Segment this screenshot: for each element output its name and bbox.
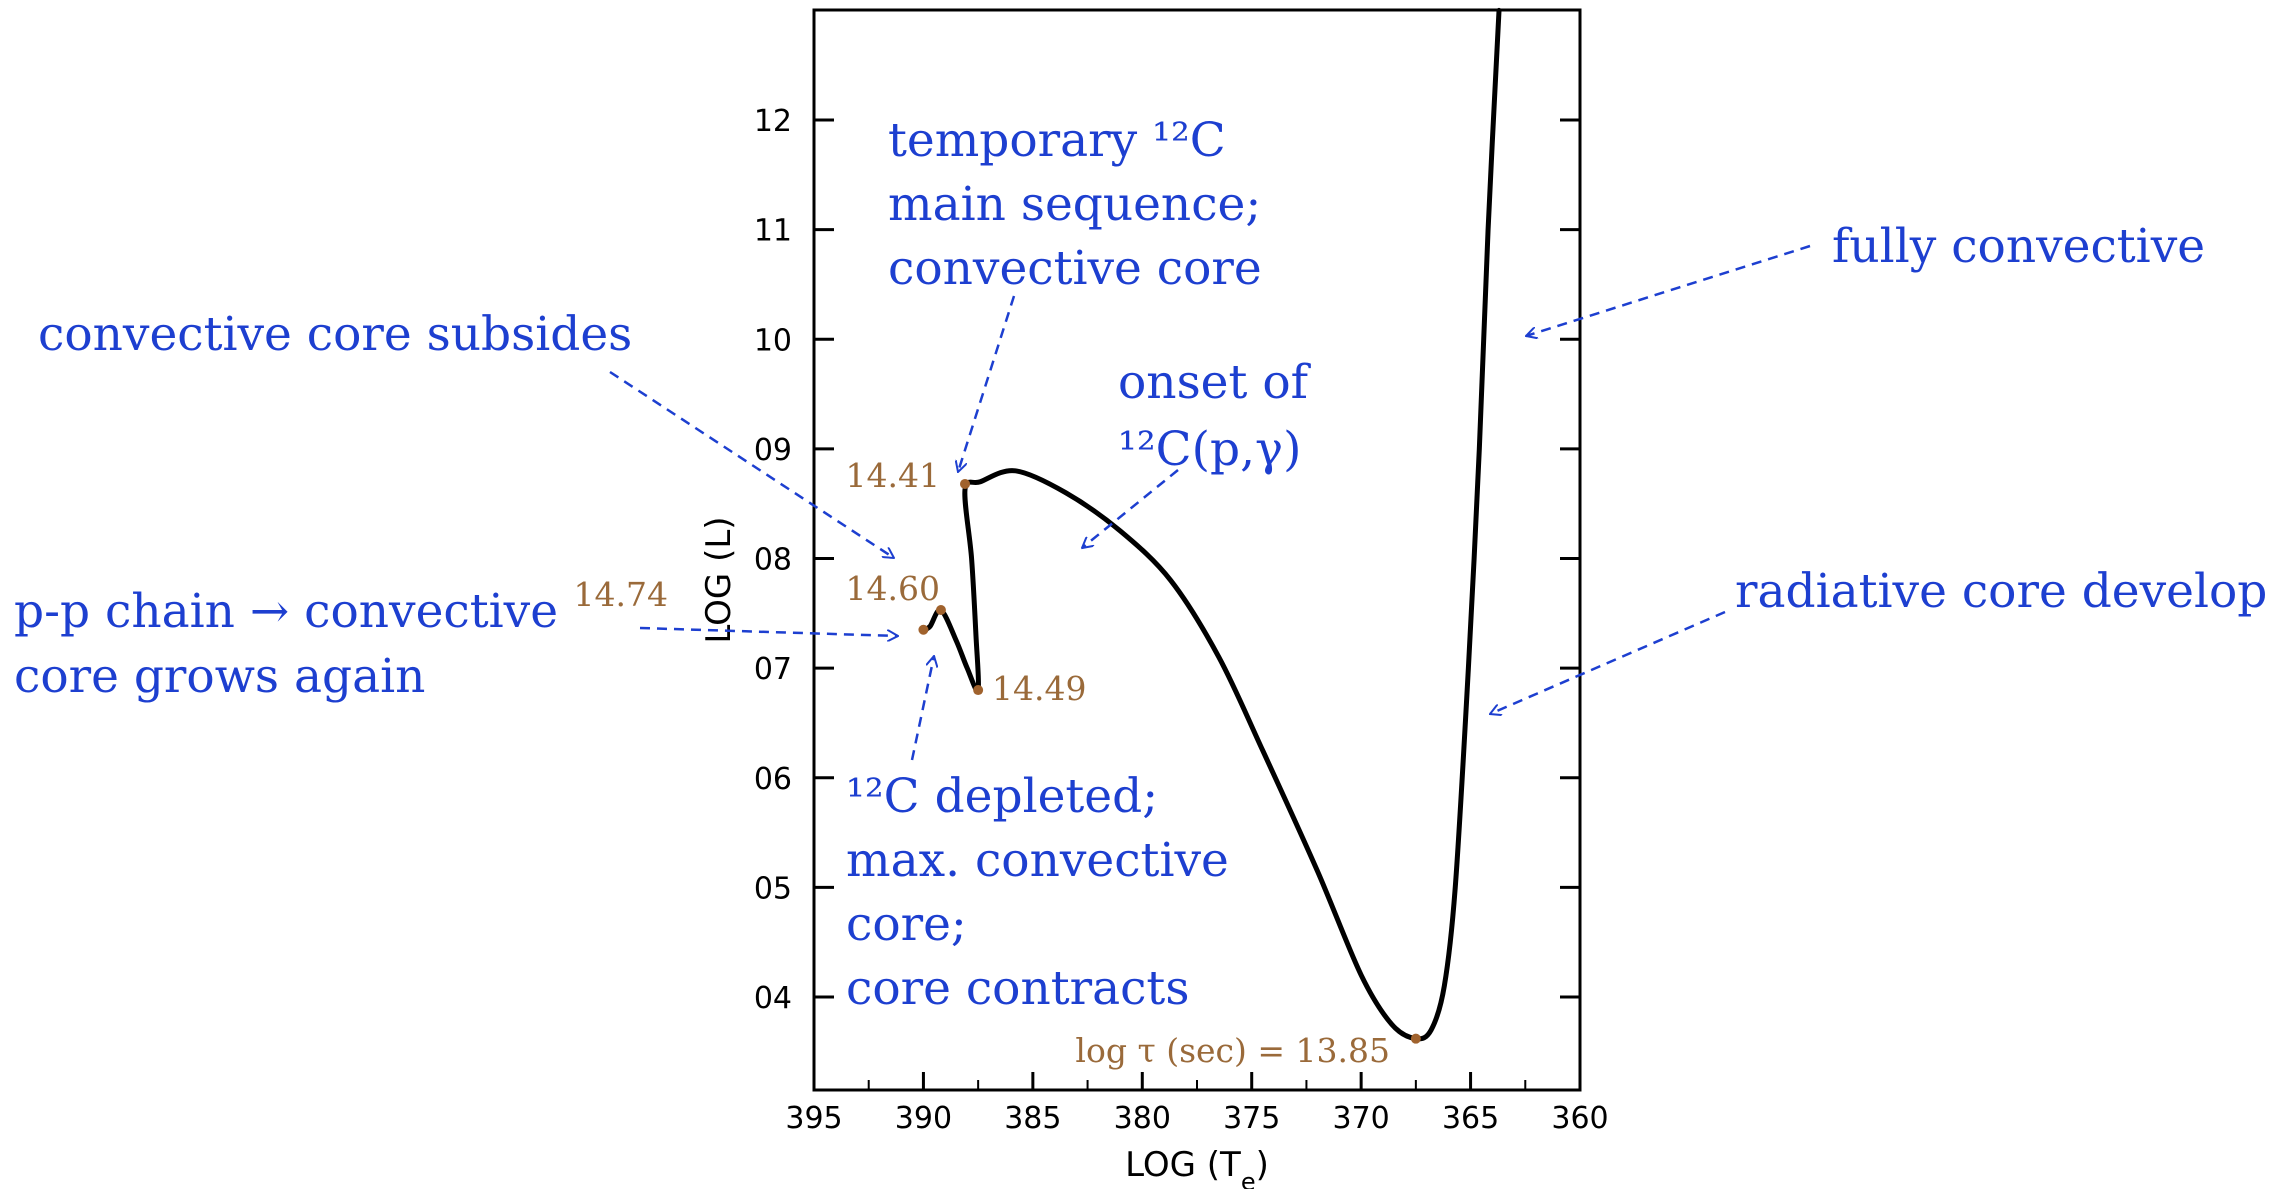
age-label-14-41: 14.41 bbox=[846, 456, 940, 495]
y-tick-label: 05 bbox=[754, 871, 792, 906]
annotation-radiative-core: radiative core develops bbox=[1735, 564, 2269, 619]
y-tick-label: 11 bbox=[754, 214, 792, 249]
age-marker bbox=[960, 478, 971, 489]
annotation-pp-chain: p-p chain → convective core grows again bbox=[14, 584, 573, 704]
age-markers bbox=[918, 478, 1421, 1044]
x-axis-title: LOG (Te) bbox=[1125, 1145, 1269, 1189]
y-tick-label: 12 bbox=[754, 104, 792, 139]
x-tick-label: 365 bbox=[1442, 1101, 1499, 1136]
arrow-core-subsides bbox=[609, 370, 894, 558]
arrow-fully-convective bbox=[1526, 244, 1811, 336]
age-label-14-74: 14.74 bbox=[574, 575, 668, 614]
x-tick-label: 380 bbox=[1114, 1101, 1171, 1136]
x-tick-label: 375 bbox=[1223, 1101, 1280, 1136]
x-tick-label: 395 bbox=[785, 1101, 842, 1136]
x-tick-label: 360 bbox=[1551, 1101, 1608, 1136]
annotation-core-subsides: convective core subsides bbox=[38, 307, 632, 362]
arrow-radiative-core bbox=[1490, 610, 1726, 714]
y-tick-label: 09 bbox=[754, 433, 792, 468]
age-marker bbox=[918, 624, 929, 635]
arrow-c12-depleted bbox=[910, 656, 934, 761]
age-marker bbox=[935, 605, 946, 616]
annotation-c12-depleted: ¹²C depleted; max. convective core; core… bbox=[846, 769, 1244, 1016]
x-tick-label: 370 bbox=[1333, 1101, 1390, 1136]
annotation-onset-c12: onset of ¹²C(p,γ) bbox=[1118, 355, 1323, 477]
y-axis-title: LOG (L) bbox=[699, 516, 739, 643]
y-tick-label: 04 bbox=[754, 981, 792, 1016]
age-label-14-49: 14.49 bbox=[992, 669, 1086, 708]
annotation-fully-convective: fully convective bbox=[1832, 219, 2205, 274]
age-label-14-60: 14.60 bbox=[846, 569, 940, 608]
arrow-pp-chain bbox=[639, 626, 898, 636]
annotation-temporary-main-sequence: temporary ¹²C main sequence; convective … bbox=[888, 113, 1276, 296]
y-tick-label: 07 bbox=[754, 652, 792, 687]
y-tick-label: 10 bbox=[754, 323, 792, 358]
arrow-onset-c12 bbox=[1082, 469, 1179, 548]
age-label-13-85: log τ (sec) = 13.85 bbox=[1075, 1031, 1390, 1070]
age-marker bbox=[1410, 1033, 1421, 1044]
x-tick-label: 385 bbox=[1004, 1101, 1061, 1136]
axis-tick-labels: 395 390 385 380 375 370 365 360 04 05 06 07 08 09 10 11… bbox=[754, 104, 1609, 1136]
y-tick-label: 06 bbox=[754, 762, 792, 797]
arrow-temporary-main-sequence bbox=[958, 295, 1016, 472]
axis-ticks bbox=[812, 118, 1582, 1090]
age-marker bbox=[973, 685, 984, 696]
y-tick-label: 08 bbox=[754, 543, 792, 578]
x-tick-label: 390 bbox=[895, 1101, 952, 1136]
